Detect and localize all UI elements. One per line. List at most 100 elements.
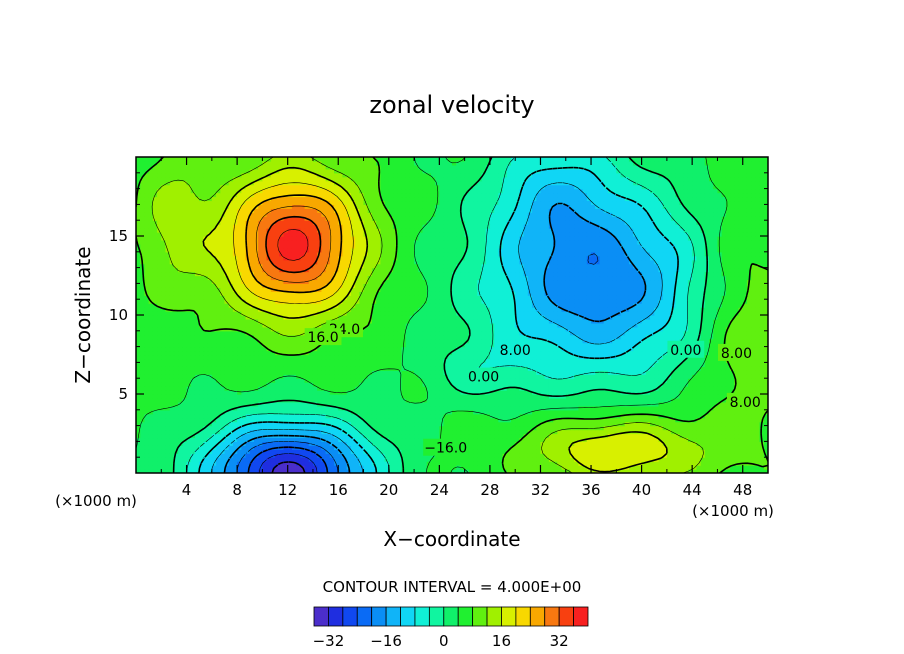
contour-cell [439,457,445,462]
contour-cell [481,425,487,431]
contour-cell [169,350,175,356]
contour-cell [561,441,567,446]
contour-cell [456,342,462,348]
contour-cell [645,469,651,473]
contour-cell [624,374,630,379]
contour-cell [612,358,617,363]
contour-cell [624,378,630,383]
contour-cell [709,413,714,419]
contour-cell [409,441,415,446]
contour-cell [713,461,719,466]
contour-cell [136,342,141,348]
contour-cell [296,366,301,371]
contour-cell [194,350,200,356]
contour-cell [523,386,529,391]
contour-cell [612,417,617,423]
contour-cell [287,461,293,466]
contour-cell [540,421,546,427]
contour-cell [283,350,289,356]
contour-cell [574,354,579,360]
contour-cell [468,390,474,395]
contour-cell [544,378,550,383]
contour-cell [709,397,714,403]
contour-cell [216,342,221,348]
contour-cell [494,354,499,360]
contour-cell [561,386,567,391]
contour-cell [401,457,407,462]
contour-cell [607,386,613,391]
contour-cell [620,453,626,458]
contour-cell [607,397,613,403]
contour-cell [591,350,596,356]
contour-cell [582,433,588,439]
contour-cell [730,461,735,466]
contour-cell [414,441,419,446]
contour-cell [338,409,344,415]
contour-cell [245,449,251,454]
contour-cell [422,409,428,415]
contour-cell [506,413,512,419]
contour-cell [207,382,213,387]
contour-cell [190,382,196,387]
contour-cell [296,370,301,375]
contour-cell [152,441,158,446]
contour-cell [540,366,546,371]
contour-cell [334,461,339,466]
contour-cell [287,405,293,411]
contour-cell [650,390,655,395]
contour-cell [216,338,221,344]
contour-cell [165,413,171,419]
contour-cell [169,441,175,446]
contour-cell [586,449,592,454]
contour-cell [203,358,209,363]
contour-cell [565,370,571,375]
contour-cell [178,421,183,427]
contour-cell [607,465,613,470]
contour-cell [371,354,377,360]
contour-cell [519,413,525,419]
contour-cell [595,409,601,415]
contour-cell [569,366,575,371]
contour-cell [759,370,765,375]
contour-cell [422,433,428,439]
contour-cell [751,366,756,371]
contour-cell [692,358,697,363]
contour-cell [359,457,365,462]
contour-cell [279,386,285,391]
contour-cell [671,394,676,399]
contour-cell [443,366,449,371]
contour-cell [574,453,579,458]
contour-cell [595,465,601,470]
contour-cell [443,401,449,407]
contour-cell [637,449,643,454]
contour-cell [393,390,398,395]
contour-cell [443,465,449,470]
contour-cell [671,374,676,379]
contour-cell [144,390,150,395]
contour-cell [422,382,428,387]
contour-cell [696,358,702,363]
contour-cell [258,397,263,403]
contour-cell [287,338,293,344]
contour-cell [489,437,495,442]
contour-cell [687,417,693,423]
contour-cell [755,433,761,439]
contour-cell [384,433,390,439]
contour-cell [687,461,693,466]
contour-cell [232,390,238,395]
contour-cell [443,397,449,403]
contour-cell [253,374,259,379]
contour-cell [633,390,638,395]
contour-cell [452,382,457,387]
contour-cell [443,342,449,348]
contour-cell [654,445,660,450]
contour-cell [489,409,495,415]
contour-cell [746,409,752,415]
contour-cell [283,469,289,473]
contour-cell [157,358,162,363]
contour-cell [494,437,499,442]
contour-cell [325,390,331,395]
contour-cell [334,453,339,458]
contour-cell [620,457,626,462]
contour-cell [422,342,428,348]
